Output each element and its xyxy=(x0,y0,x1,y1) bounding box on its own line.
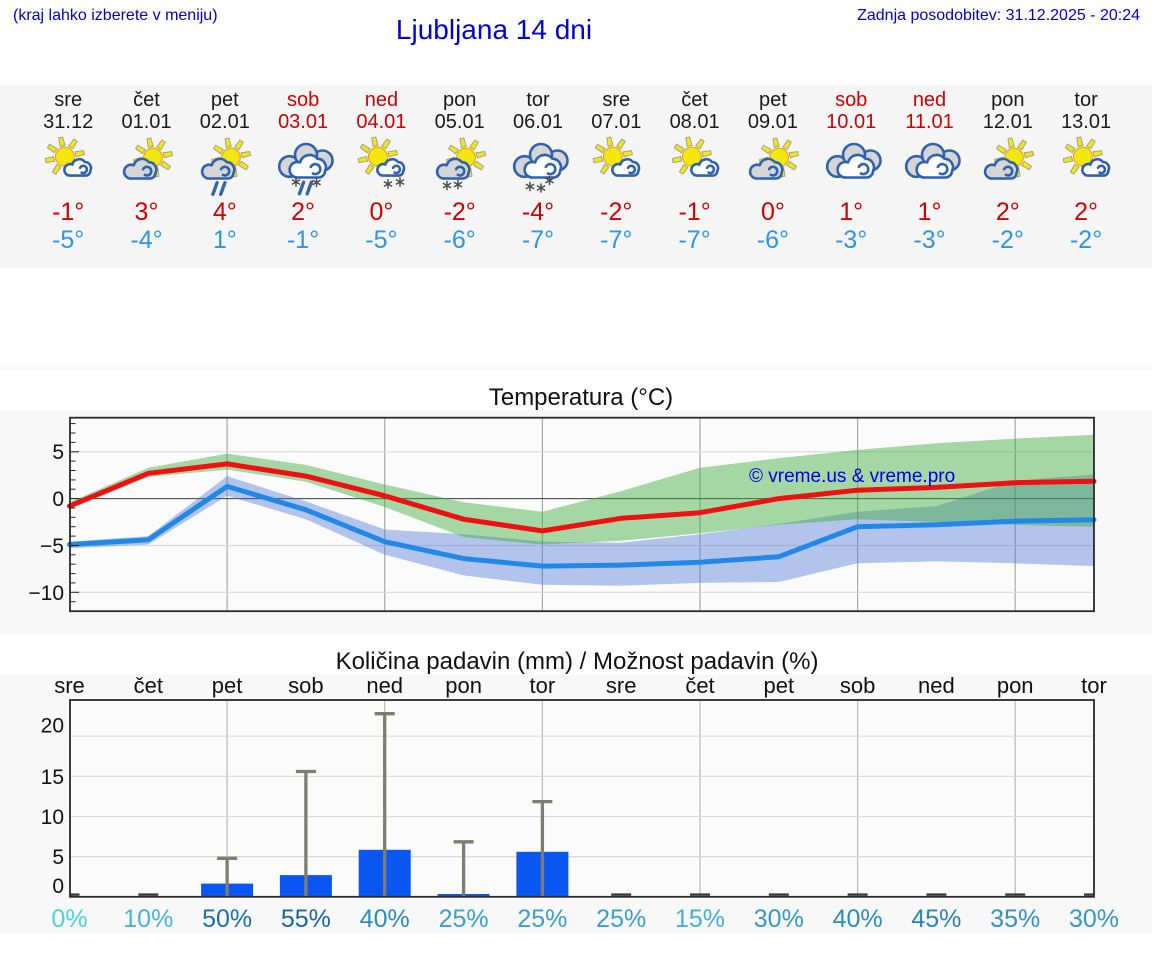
svg-text:pet: pet xyxy=(764,675,795,698)
svg-text:pon: pon xyxy=(997,675,1034,698)
svg-text:ned: ned xyxy=(918,675,955,698)
svg-text:© vreme.us & vreme.pro: © vreme.us & vreme.pro xyxy=(749,466,955,487)
svg-text:0: 0 xyxy=(52,875,64,898)
svg-text:0%: 0% xyxy=(51,905,87,933)
svg-text:30%: 30% xyxy=(754,905,804,933)
svg-text:30%: 30% xyxy=(1069,905,1119,933)
svg-text:25%: 25% xyxy=(439,905,489,933)
svg-text:ned: ned xyxy=(366,675,403,698)
svg-text:50%: 50% xyxy=(202,905,252,933)
svg-text:čet: čet xyxy=(685,675,714,698)
svg-text:10%: 10% xyxy=(123,905,173,933)
svg-text:sre: sre xyxy=(606,675,637,698)
svg-text:15: 15 xyxy=(41,766,64,789)
svg-text:40%: 40% xyxy=(833,905,883,933)
svg-text:25%: 25% xyxy=(596,905,646,933)
svg-text:−10: −10 xyxy=(28,582,64,605)
svg-text:55%: 55% xyxy=(281,905,331,933)
svg-text:pon: pon xyxy=(445,675,482,698)
svg-text:sob: sob xyxy=(288,675,323,698)
svg-text:5: 5 xyxy=(52,441,64,464)
svg-text:čet: čet xyxy=(134,675,163,698)
svg-text:−5: −5 xyxy=(40,535,64,558)
svg-text:45%: 45% xyxy=(911,905,961,933)
svg-text:tor: tor xyxy=(1081,675,1107,698)
svg-text:pet: pet xyxy=(212,675,243,698)
svg-text:tor: tor xyxy=(530,675,556,698)
svg-text:15%: 15% xyxy=(675,905,725,933)
svg-text:35%: 35% xyxy=(990,905,1040,933)
svg-text:sob: sob xyxy=(840,675,875,698)
svg-text:sre: sre xyxy=(54,675,85,698)
svg-text:25%: 25% xyxy=(517,905,567,933)
svg-text:0: 0 xyxy=(52,488,64,511)
svg-text:10: 10 xyxy=(41,806,64,829)
svg-text:5: 5 xyxy=(52,846,64,869)
svg-text:40%: 40% xyxy=(360,905,410,933)
svg-text:20: 20 xyxy=(41,715,64,738)
